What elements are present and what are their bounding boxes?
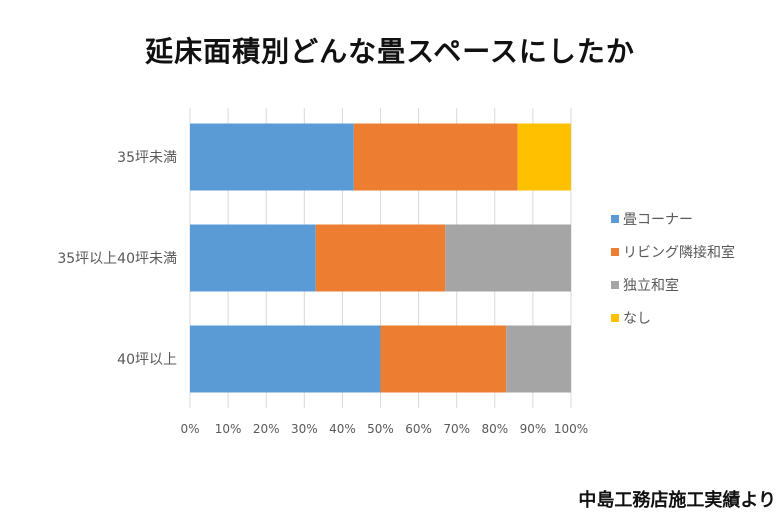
legend-swatch: [611, 248, 619, 256]
x-tick-label: 30%: [291, 422, 318, 436]
x-tick-label: 60%: [405, 422, 432, 436]
category-label: 40坪以上: [117, 352, 177, 368]
x-tick-label: 80%: [481, 422, 508, 436]
bar-segment: [445, 224, 571, 292]
source-note: 中島工務店施工実績より: [578, 490, 776, 511]
x-tick-label: 90%: [520, 422, 547, 436]
bar-segment: [517, 123, 571, 191]
x-tick-label: 0%: [180, 422, 199, 436]
category-label: 35坪未満: [117, 150, 177, 166]
bar-segment: [353, 123, 518, 191]
legend-swatch: [611, 314, 619, 322]
legend-label: 畳コーナー: [623, 212, 693, 228]
legend-label: なし: [623, 311, 651, 327]
legend-swatch: [611, 215, 619, 223]
x-tick-label: 10%: [215, 422, 242, 436]
bar-segment: [190, 224, 316, 292]
x-tick-label: 20%: [253, 422, 280, 436]
x-tick-label: 50%: [367, 422, 394, 436]
bar-segment: [506, 325, 571, 393]
bar-segment: [190, 325, 381, 393]
x-tick-label: 100%: [554, 422, 588, 436]
category-label: 35坪以上40坪未満: [57, 251, 177, 267]
legend-label: リビング隣接和室: [623, 244, 735, 261]
bar-segment: [315, 224, 446, 292]
x-tick-label: 70%: [443, 422, 470, 436]
bar-segment: [380, 325, 507, 393]
bar-segment: [190, 123, 354, 191]
x-tick-label: 40%: [329, 422, 356, 436]
legend-label: 独立和室: [623, 277, 679, 294]
chart-title: 延床面積別どんな畳スペースにしたか: [145, 35, 635, 68]
legend-swatch: [611, 281, 619, 289]
